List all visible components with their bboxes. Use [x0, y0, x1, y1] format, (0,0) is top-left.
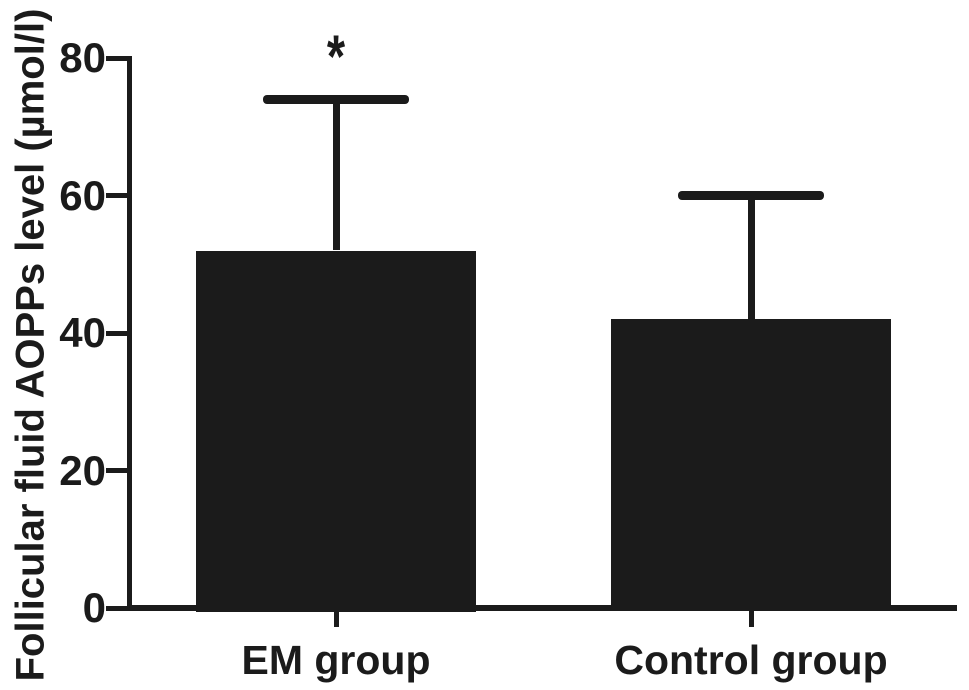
category-label: EM group [241, 637, 431, 683]
y-tick-label: 0 [82, 584, 106, 631]
bar [196, 251, 476, 612]
y-tick-label: 80 [59, 34, 106, 81]
x-axis-line [127, 605, 957, 611]
y-tick-mark [106, 606, 129, 611]
y-tick-mark [106, 56, 129, 61]
y-tick-mark [106, 468, 129, 473]
y-tick-label: 60 [59, 172, 106, 219]
category-label: Control group [614, 637, 888, 683]
y-tick-mark [106, 331, 129, 336]
error-bar-cap [263, 95, 409, 104]
error-bar-stem [748, 196, 755, 320]
y-axis-line [127, 56, 132, 611]
error-bar-stem [333, 99, 340, 250]
error-bar-cap [678, 191, 824, 200]
x-tick-mark [749, 611, 754, 627]
y-tick-label: 40 [59, 309, 106, 356]
x-tick-mark [334, 611, 339, 627]
bar [611, 319, 891, 611]
y-tick-label: 20 [59, 447, 106, 494]
significance-star: * [326, 23, 346, 90]
y-tick-mark [106, 193, 129, 198]
